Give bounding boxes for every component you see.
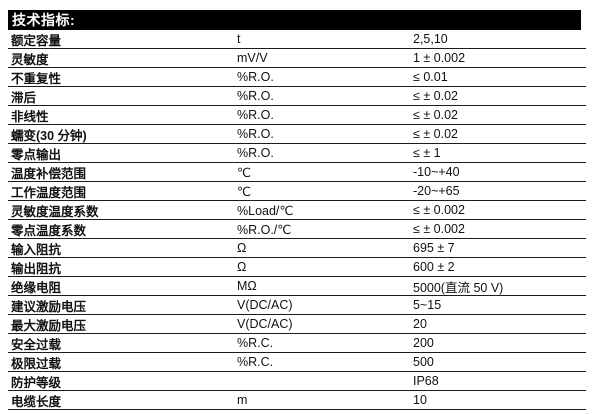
param-unit: %R.O.: [237, 70, 274, 84]
param-unit: t: [237, 32, 241, 46]
param-unit: ℃: [237, 165, 252, 180]
table-row: 电缆长度 m 10: [8, 391, 586, 410]
table-row: 灵敏度温度系数 %Load/℃ ≤ ± 0.002: [8, 201, 586, 220]
table-row: 输出阻抗 Ω 600 ± 2: [8, 258, 586, 277]
param-value: 1 ± 0.002: [413, 51, 466, 65]
param-name: 温度补偿范围: [11, 166, 87, 181]
param-name: 安全过载: [11, 337, 62, 352]
param-name: 最大激励电压: [11, 318, 87, 333]
table-row: 零点温度系数 %R.O./℃ ≤ ± 0.002: [8, 220, 586, 239]
table-row: 防护等级 IP68: [8, 372, 586, 391]
table-row: 工作温度范围 ℃ -20~+65: [8, 182, 586, 201]
table-row: 安全过载 %R.C. 200: [8, 334, 586, 353]
param-name: 防护等级: [11, 375, 62, 390]
param-unit: %R.O.: [237, 127, 274, 141]
table-row: 零点输出 %R.O. ≤ ± 1: [8, 144, 586, 163]
param-value: ≤ 0.01: [413, 70, 448, 84]
param-unit: %R.O.: [237, 146, 274, 160]
param-value: ≤ ± 0.02: [413, 127, 458, 141]
param-name: 输入阻抗: [11, 242, 62, 257]
param-value: 200: [413, 336, 434, 350]
param-value: ≤ ± 0.002: [413, 203, 465, 217]
param-name: 蠕变(30 分钟): [11, 128, 87, 143]
spec-table: 技术指标: 额定容量 t 2,5,10 灵敏度 mV/V 1 ± 0.002 不…: [8, 10, 586, 410]
table-body: 额定容量 t 2,5,10 灵敏度 mV/V 1 ± 0.002 不重复性 %R…: [8, 30, 586, 410]
param-unit: %Load/℃: [237, 203, 294, 218]
table-row: 输入阻抗 Ω 695 ± 7: [8, 239, 586, 258]
table-row: 滞后 %R.O. ≤ ± 0.02: [8, 87, 586, 106]
param-unit: Ω: [237, 260, 247, 274]
table-row: 极限过载 %R.C. 500: [8, 353, 586, 372]
param-value: ≤ ± 0.02: [413, 89, 458, 103]
param-unit: %R.O.: [237, 89, 274, 103]
param-unit: %R.C.: [237, 355, 274, 369]
param-name: 非线性: [11, 109, 49, 124]
param-unit: V(DC/AC): [237, 317, 293, 331]
param-value: 5~15: [413, 298, 442, 312]
table-row: 灵敏度 mV/V 1 ± 0.002: [8, 49, 586, 68]
param-name: 滞后: [11, 90, 37, 105]
param-value: ≤ ± 0.002: [413, 222, 465, 236]
table-row: 建议激励电压 V(DC/AC) 5~15: [8, 296, 586, 315]
table-row: 最大激励电压 V(DC/AC) 20: [8, 315, 586, 334]
param-name: 电缆长度: [11, 394, 62, 409]
table-title: 技术指标:: [8, 10, 581, 30]
param-name: 灵敏度温度系数: [11, 204, 99, 219]
param-value: ≤ ± 1: [413, 146, 441, 160]
param-name: 零点温度系数: [11, 223, 87, 238]
param-unit: %R.O./℃: [237, 222, 292, 237]
param-value: 600 ± 2: [413, 260, 455, 274]
table-row: 非线性 %R.O. ≤ ± 0.02: [8, 106, 586, 125]
param-value: 20: [413, 317, 427, 331]
table-row: 温度补偿范围 ℃ -10~+40: [8, 163, 586, 182]
param-value: ≤ ± 0.02: [413, 108, 458, 122]
table-row: 不重复性 %R.O. ≤ 0.01: [8, 68, 586, 87]
param-name: 建议激励电压: [11, 299, 87, 314]
param-value: IP68: [413, 374, 439, 388]
param-value: -20~+65: [413, 184, 460, 198]
param-value: 695 ± 7: [413, 241, 455, 255]
param-unit: mV/V: [237, 51, 268, 65]
param-unit: %R.C.: [237, 336, 274, 350]
param-name: 灵敏度: [11, 52, 49, 67]
param-name: 输出阻抗: [11, 261, 62, 276]
param-unit: m: [237, 393, 248, 407]
param-unit: Ω: [237, 241, 247, 255]
param-name: 极限过载: [11, 356, 62, 371]
param-value: 10: [413, 393, 427, 407]
param-value: -10~+40: [413, 165, 460, 179]
param-value: 500: [413, 355, 434, 369]
table-row: 蠕变(30 分钟) %R.O. ≤ ± 0.02: [8, 125, 586, 144]
param-name: 不重复性: [11, 71, 62, 86]
param-name: 额定容量: [11, 33, 62, 48]
param-unit: V(DC/AC): [237, 298, 293, 312]
param-unit: ℃: [237, 184, 252, 199]
param-unit: MΩ: [237, 279, 257, 293]
param-name: 绝缘电阻: [11, 280, 62, 295]
table-row: 绝缘电阻 MΩ 5000(直流 50 V): [8, 277, 586, 296]
param-unit: %R.O.: [237, 108, 274, 122]
table-row: 额定容量 t 2,5,10: [8, 30, 586, 49]
param-value: 2,5,10: [413, 32, 448, 46]
param-name: 零点输出: [11, 147, 62, 162]
param-name: 工作温度范围: [11, 185, 87, 200]
param-value: 5000(直流 50 V): [413, 280, 504, 295]
